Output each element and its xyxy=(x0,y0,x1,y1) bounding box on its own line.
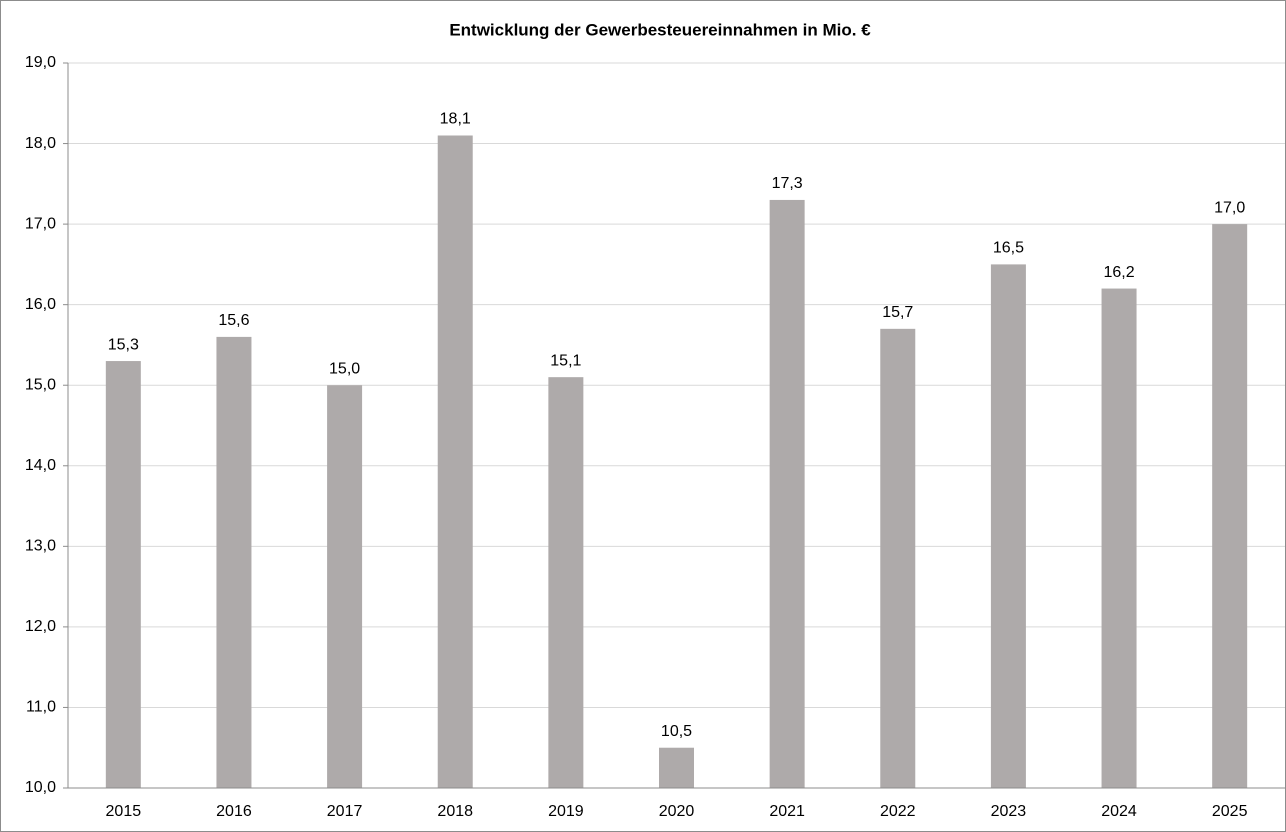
y-tick-label: 19,0 xyxy=(25,54,56,71)
x-tick-label: 2015 xyxy=(106,803,142,820)
value-label: 17,3 xyxy=(772,175,803,192)
x-tick-label: 2024 xyxy=(1101,803,1137,820)
value-label: 16,5 xyxy=(993,240,1024,257)
bar xyxy=(1212,224,1248,789)
value-label: 10,5 xyxy=(661,723,692,740)
x-tick-label: 2023 xyxy=(991,803,1027,820)
value-label: 18,1 xyxy=(440,111,471,128)
value-label: 16,2 xyxy=(1103,264,1134,281)
bar xyxy=(548,377,584,788)
bar xyxy=(659,747,694,788)
y-tick-label: 14,0 xyxy=(25,457,56,474)
chart-title: Entwicklung der Gewerbesteuereinnahmen i… xyxy=(449,20,871,39)
x-tick-label: 2021 xyxy=(769,803,805,820)
bar xyxy=(769,199,805,788)
x-tick-label: 2016 xyxy=(216,803,252,820)
bar xyxy=(216,336,252,788)
bar xyxy=(1101,288,1137,788)
y-tick-label: 17,0 xyxy=(25,215,56,232)
bar xyxy=(105,361,141,788)
y-tick-label: 18,0 xyxy=(25,135,56,152)
x-tick-label: 2018 xyxy=(437,803,473,820)
value-label: 15,1 xyxy=(550,352,581,369)
y-tick-label: 13,0 xyxy=(25,538,56,555)
x-tick-label: 2017 xyxy=(327,803,363,820)
value-label: 15,6 xyxy=(218,312,249,329)
y-tick-label: 11,0 xyxy=(26,699,56,716)
bar xyxy=(437,135,473,788)
y-tick-label: 12,0 xyxy=(25,618,56,635)
value-label: 15,0 xyxy=(329,360,360,377)
x-tick-label: 2020 xyxy=(659,803,695,820)
y-tick-label: 10,0 xyxy=(25,779,56,796)
x-tick-label: 2019 xyxy=(548,803,584,820)
x-tick-label: 2025 xyxy=(1212,803,1248,820)
bar xyxy=(327,385,363,788)
value-label: 15,7 xyxy=(882,304,913,321)
bar xyxy=(880,328,916,788)
value-label: 15,3 xyxy=(108,336,139,353)
x-tick-label: 2022 xyxy=(880,803,916,820)
bar xyxy=(990,264,1026,788)
y-tick-label: 15,0 xyxy=(25,376,56,393)
value-label: 17,0 xyxy=(1214,199,1245,216)
y-tick-label: 16,0 xyxy=(25,296,56,313)
